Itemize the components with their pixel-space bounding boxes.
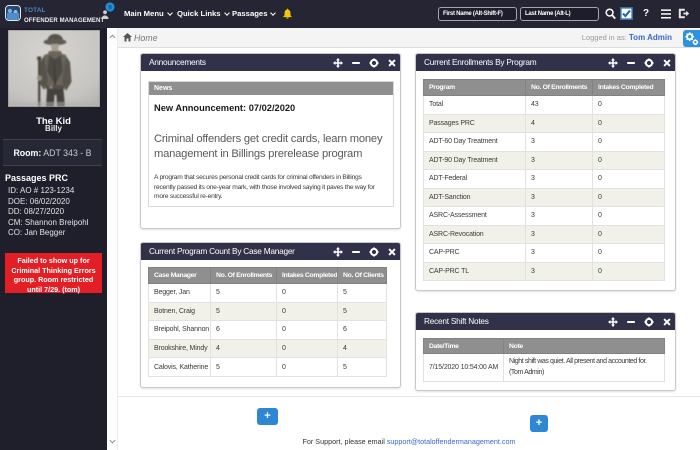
svg-text:9: 9 <box>108 4 112 11</box>
